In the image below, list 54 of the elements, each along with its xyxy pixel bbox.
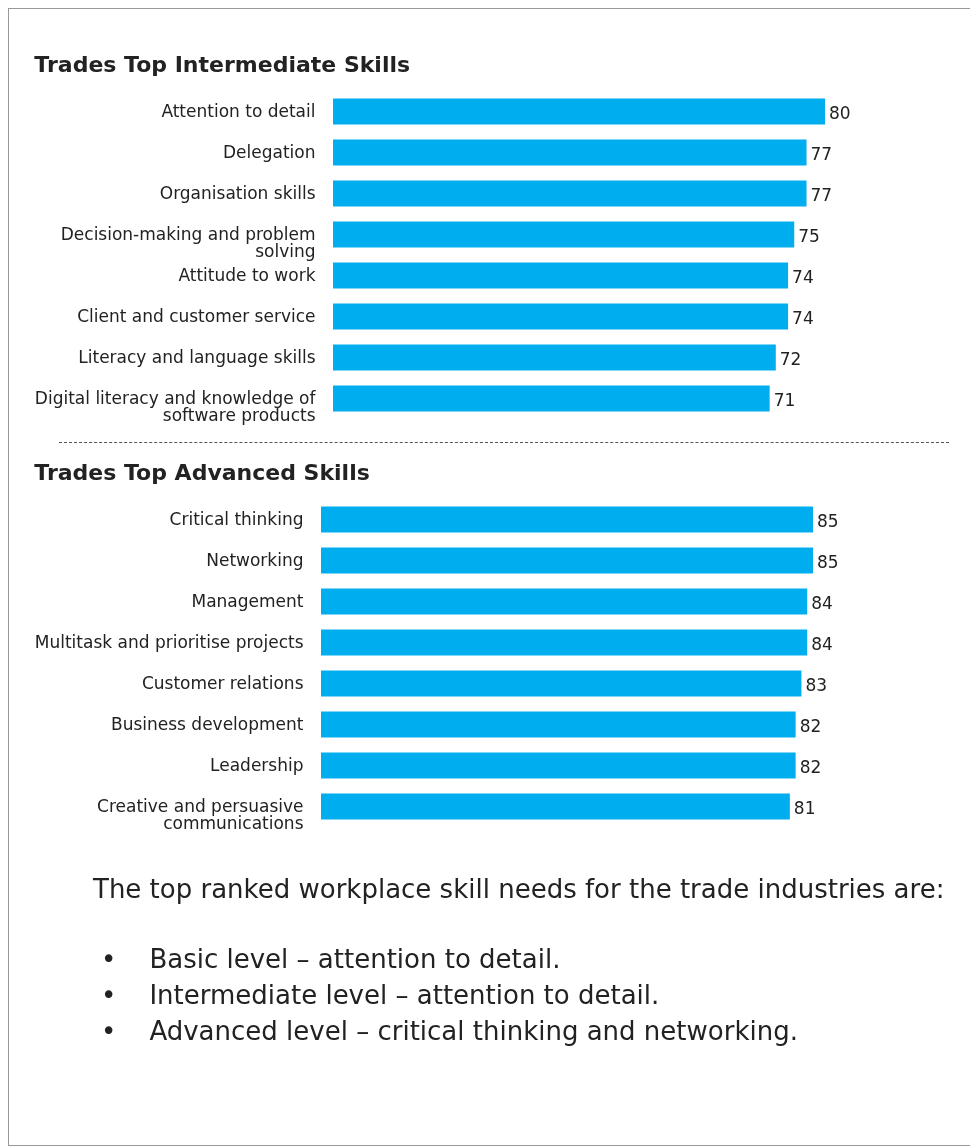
data-label: 81 <box>793 797 816 818</box>
bar <box>321 547 813 574</box>
data-label: 77 <box>810 143 833 164</box>
y-tick-label: Leadership <box>210 754 304 775</box>
y-tick-label: Organisation skills <box>159 182 316 203</box>
bar <box>333 98 825 125</box>
data-label: 82 <box>799 756 822 777</box>
y-tick-label: Digital literacy and knowledge of software products <box>34 387 317 425</box>
bar <box>333 221 795 248</box>
data-label: 82 <box>799 715 822 736</box>
y-tick-label: Decision-making and problem solving <box>60 223 316 261</box>
bar <box>321 752 796 779</box>
data-label: 77 <box>810 184 833 205</box>
data-label: 85 <box>817 510 839 531</box>
bar <box>321 711 796 738</box>
bar <box>321 588 808 615</box>
y-tick-label: Business development <box>110 713 304 734</box>
data-label: 74 <box>792 266 814 287</box>
data-label: 75 <box>798 225 820 246</box>
data-label: 71 <box>773 389 796 410</box>
chart-title: Trades Top Advanced Skills <box>34 460 370 485</box>
bar <box>333 262 789 289</box>
bar <box>333 139 807 166</box>
text: • Advanced level – critical thinking and networking. <box>101 1016 799 1046</box>
text: • Intermediate level – attention to detail. <box>101 980 661 1010</box>
data-label: 83 <box>805 674 828 695</box>
y-tick-label: Delegation <box>222 141 316 162</box>
y-tick-label: Critical thinking <box>169 508 304 529</box>
y-tick-label: Attitude to work <box>178 264 316 285</box>
y-tick-label: Networking <box>206 549 304 570</box>
bar <box>333 385 770 412</box>
text: • Basic level – attention to detail. <box>101 944 562 974</box>
y-tick-label: Customer relations <box>141 672 304 693</box>
bar <box>333 303 789 330</box>
data-label: 84 <box>811 592 833 613</box>
bar <box>333 344 776 371</box>
bar <box>321 629 808 656</box>
text: The top ranked workplace skill needs for the trade industries are: <box>93 874 946 904</box>
y-tick-label: Client and customer service <box>77 305 316 326</box>
data-label: 74 <box>792 307 814 328</box>
y-tick-label: Multitask and prioritise projects <box>34 631 304 652</box>
data-label: 72 <box>779 348 802 369</box>
bar <box>321 793 790 820</box>
y-tick-label: Management <box>191 590 304 611</box>
data-label: 80 <box>829 102 851 123</box>
bar <box>333 180 807 207</box>
y-tick-label: Attention to detail <box>161 100 316 121</box>
data-label: 85 <box>817 551 839 572</box>
y-tick-label: Creative and persuasive communications <box>97 795 304 833</box>
data-label: 84 <box>811 633 833 654</box>
bar <box>321 506 813 533</box>
chart-title: Trades Top Intermediate Skills <box>34 52 411 77</box>
y-tick-label: Literacy and language skills <box>78 346 316 367</box>
bar <box>321 670 802 697</box>
